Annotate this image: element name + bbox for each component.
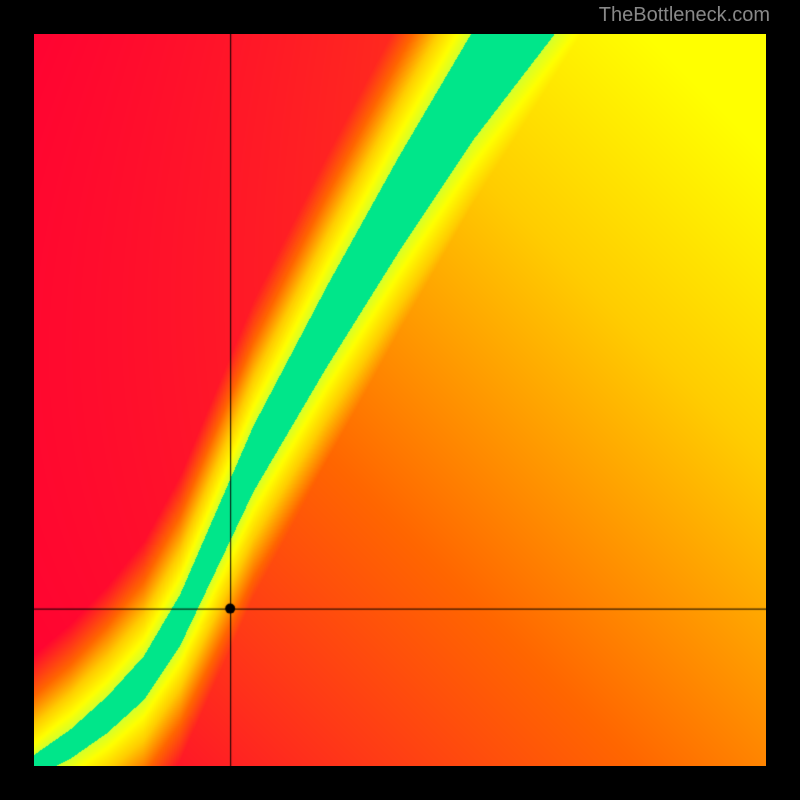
- heatmap-plot: [34, 34, 766, 766]
- watermark-text: TheBottleneck.com: [599, 4, 770, 27]
- heatmap-canvas: [34, 34, 766, 766]
